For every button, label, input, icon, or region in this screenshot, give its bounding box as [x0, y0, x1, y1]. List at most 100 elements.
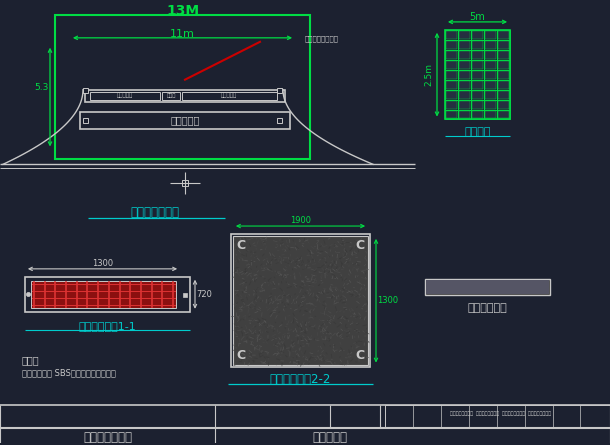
Text: 图纸方：（盖章）  监理方：（盖章）  管理方：（盖章）  施工方：（盖章）: 图纸方：（盖章） 监理方：（盖章） 管理方：（盖章） 施工方：（盖章） [450, 411, 550, 416]
Bar [497, 80, 510, 89]
Bar [485, 71, 496, 79]
Text: C: C [237, 239, 246, 252]
Bar [459, 91, 470, 99]
Bar [80, 112, 290, 129]
Bar [471, 60, 484, 70]
Bar [277, 88, 282, 93]
Bar [498, 81, 509, 89]
Bar [445, 109, 458, 120]
Bar [458, 70, 471, 80]
Bar [471, 30, 484, 40]
Bar [498, 31, 509, 39]
Bar [485, 41, 496, 49]
Bar [445, 50, 458, 60]
Text: 11m: 11m [170, 29, 195, 39]
Text: 管道保护施工图: 管道保护施工图 [84, 431, 132, 444]
Bar [55, 15, 310, 159]
Bar [458, 60, 471, 70]
Bar [425, 279, 550, 295]
Bar [277, 118, 282, 123]
Bar [445, 40, 458, 50]
Bar [459, 51, 470, 59]
Bar [182, 180, 188, 186]
Bar [472, 51, 483, 59]
Text: 管线上方的管道桥: 管线上方的管道桥 [305, 36, 339, 42]
Text: 水管道保护: 水管道保护 [170, 116, 199, 125]
Bar [472, 81, 483, 89]
Bar [472, 101, 483, 109]
Bar [458, 89, 471, 100]
Bar [472, 110, 483, 118]
Bar [458, 30, 471, 40]
Text: 项目名称：: 项目名称： [312, 431, 348, 444]
Bar [445, 89, 458, 100]
Text: 燃气管道保: 燃气管道保 [221, 93, 237, 98]
Bar [484, 109, 497, 120]
Bar [25, 277, 190, 312]
Text: 720: 720 [196, 290, 212, 299]
Bar [182, 92, 277, 100]
Text: 2.5m: 2.5m [425, 63, 434, 86]
Bar [446, 91, 457, 99]
Bar [485, 31, 496, 39]
Text: 1300: 1300 [378, 296, 398, 305]
Bar [472, 91, 483, 99]
Bar [459, 41, 470, 49]
Bar [446, 41, 457, 49]
Bar [459, 110, 470, 118]
Bar [471, 40, 484, 50]
Text: 5m: 5m [470, 12, 486, 22]
Text: 管线平面布置图: 管线平面布置图 [131, 206, 179, 218]
Bar [233, 236, 368, 365]
Bar [497, 60, 510, 70]
Text: 13M: 13M [166, 4, 199, 18]
Bar [445, 80, 458, 89]
Bar [459, 31, 470, 39]
Bar [446, 101, 457, 109]
Bar [498, 101, 509, 109]
Bar [498, 61, 509, 69]
Text: 预制场地铺设 SBS改性历青防水材料。: 预制场地铺设 SBS改性历青防水材料。 [22, 368, 116, 377]
Bar [484, 30, 497, 40]
Bar [446, 110, 457, 118]
Bar [472, 41, 483, 49]
Bar [497, 50, 510, 60]
Text: 5.3: 5.3 [34, 83, 48, 92]
Bar [162, 92, 180, 100]
Text: 需加固的管线: 需加固的管线 [468, 303, 508, 313]
Bar [445, 60, 458, 70]
Bar [471, 50, 484, 60]
Bar [497, 89, 510, 100]
Bar [458, 100, 471, 109]
Bar [484, 80, 497, 89]
Bar [445, 100, 458, 109]
Bar [426, 280, 549, 294]
Bar [485, 51, 496, 59]
Bar [459, 71, 470, 79]
Text: 预制场地: 预制场地 [464, 127, 491, 138]
Text: C: C [356, 239, 365, 252]
Bar [484, 60, 497, 70]
Bar [497, 40, 510, 50]
Bar [471, 70, 484, 80]
Text: 管道桥: 管道桥 [167, 93, 176, 98]
Bar [497, 109, 510, 120]
Bar [231, 234, 370, 368]
Text: C: C [237, 349, 246, 362]
Bar [459, 61, 470, 69]
Text: 1900: 1900 [290, 215, 311, 225]
Bar [83, 88, 88, 93]
Bar [471, 89, 484, 100]
Bar [498, 110, 509, 118]
Bar [485, 110, 496, 118]
Bar [446, 71, 457, 79]
Bar [445, 30, 510, 120]
Text: 1300: 1300 [92, 259, 113, 268]
Bar [233, 236, 368, 365]
Bar [498, 71, 509, 79]
Bar [471, 80, 484, 89]
Bar [485, 61, 496, 69]
Bar [458, 109, 471, 120]
Text: C: C [356, 349, 365, 362]
Bar [446, 81, 457, 89]
